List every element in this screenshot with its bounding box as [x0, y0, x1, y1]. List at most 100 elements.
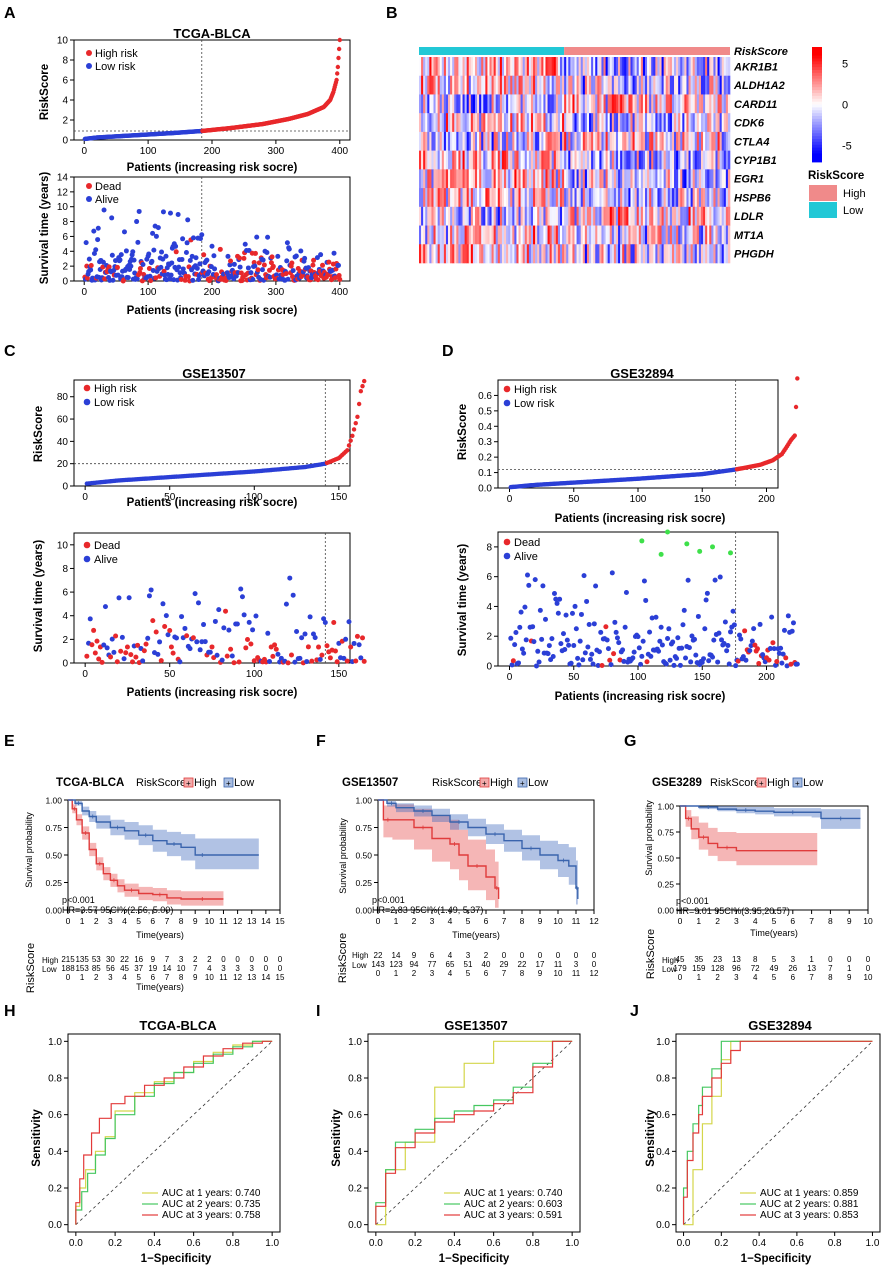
heatmap-cell: [537, 225, 540, 245]
y-tick-label: 0.3: [478, 437, 492, 448]
heatmap-cell: [711, 206, 714, 226]
heatmap-cell: [425, 225, 428, 245]
heatmap-cell: [497, 75, 501, 95]
heatmap-cell: [474, 94, 478, 114]
panel-g-strata-low: Low: [803, 777, 823, 789]
heatmap-cell: [593, 150, 596, 170]
heatmap-cell: [566, 206, 569, 226]
heatmap-cell: [698, 113, 702, 133]
heatmap-cell: [543, 75, 546, 95]
heatmap-cell: [651, 113, 654, 133]
heatmap-cell: [421, 188, 424, 208]
heatmap-cell: [634, 188, 637, 208]
heatmap-cell: [435, 169, 438, 189]
panel-a-risk-xlabel: Patients (increasing risk socre): [127, 162, 298, 174]
heatmap-cell: [522, 131, 526, 151]
heatmap-cell: [723, 131, 727, 151]
heatmap-cell: [634, 75, 637, 95]
heatmap-cell: [684, 94, 687, 114]
alive-point: [284, 240, 290, 246]
heatmap-cell: [591, 150, 594, 170]
dead-point: [326, 259, 332, 265]
heatmap-cell: [472, 131, 476, 151]
high-risk-point: [358, 388, 364, 394]
heatmap-cell: [466, 75, 470, 95]
panel-a-risk-ylabel: RiskScore: [39, 64, 51, 120]
heatmap-cell: [514, 225, 517, 245]
high-risk-point: [335, 64, 341, 70]
x-tick-label: 3: [430, 916, 435, 926]
risk-table-low-count: 17: [536, 960, 545, 969]
heatmap-cell: [510, 94, 513, 114]
alive-point: [532, 577, 538, 583]
heatmap-cell: [512, 150, 515, 170]
heatmap-cell: [601, 57, 604, 77]
heatmap-cell: [611, 131, 615, 151]
heatmap-cell: [603, 150, 606, 170]
heatmap-cell: [638, 94, 642, 114]
heatmap-cell: [624, 113, 627, 133]
risk-table-high-count: 0: [235, 955, 240, 964]
heatmap-cell: [425, 131, 428, 151]
heatmap-cell: [589, 57, 592, 77]
risk-table-low-count: 7: [193, 964, 198, 973]
heatmap-cell: [589, 225, 592, 245]
heatmap-cell: [450, 113, 453, 133]
heatmap-cell: [647, 206, 650, 226]
risk-table-high-count: 0: [592, 951, 597, 960]
heatmap-cell: [667, 131, 671, 151]
heatmap-cell: [688, 206, 691, 226]
heatmap-cell: [425, 169, 428, 189]
color-scale-step: [812, 95, 822, 100]
heatmap-cell: [692, 131, 696, 151]
dead-point: [269, 254, 275, 260]
heatmap-cell: [568, 57, 571, 77]
heatmap-cell: [489, 75, 492, 95]
heatmap-cell: [522, 188, 526, 208]
heatmap-cell: [605, 244, 608, 264]
heatmap-cell: [657, 131, 660, 151]
heatmap-cell: [601, 150, 604, 170]
heatmap-cell: [707, 206, 710, 226]
heatmap-cell: [727, 244, 731, 264]
heatmap-cell: [599, 113, 602, 133]
heatmap-cell: [429, 150, 432, 170]
alive-point: [680, 622, 686, 628]
panel-letter-e: E: [4, 733, 15, 750]
color-scale-step: [812, 47, 822, 51]
heatmap-cell: [659, 57, 662, 77]
heatmap-cell: [439, 188, 443, 208]
alive-point: [550, 654, 556, 660]
heatmap-cell: [435, 75, 438, 95]
heatmap-cell: [437, 113, 441, 133]
heatmap-cell: [586, 225, 590, 245]
panel-e-strata-title: RiskScore: [136, 777, 186, 789]
legend-high-risk: High risk: [94, 383, 137, 395]
heatmap-cell: [568, 188, 571, 208]
heatmap-cell: [692, 150, 696, 170]
heatmap-cell: [535, 206, 538, 226]
dead-point: [114, 264, 120, 270]
heatmap-cell: [445, 113, 449, 133]
dead-point: [236, 659, 242, 665]
heatmap-cell: [470, 57, 474, 77]
alive-point: [180, 236, 186, 242]
dead-point: [224, 653, 230, 659]
heatmap-cell: [431, 113, 434, 133]
heatmap-cell: [437, 244, 441, 264]
dead-point: [607, 657, 613, 663]
heatmap-cell: [454, 244, 457, 264]
heatmap-cell: [692, 188, 696, 208]
heatmap-cell: [593, 113, 596, 133]
heatmap-cell: [516, 57, 519, 77]
heatmap-cell: [421, 150, 424, 170]
heatmap-cell: [533, 225, 536, 245]
heatmap-cell: [682, 206, 685, 226]
heatmap-cell: [452, 94, 455, 114]
color-scale-step: [812, 78, 822, 82]
heatmap-cell: [620, 113, 623, 133]
heatmap-cell: [419, 244, 422, 264]
heatmap-cell: [448, 188, 451, 208]
heatmap-cell: [636, 169, 640, 189]
alive-point: [237, 264, 243, 270]
